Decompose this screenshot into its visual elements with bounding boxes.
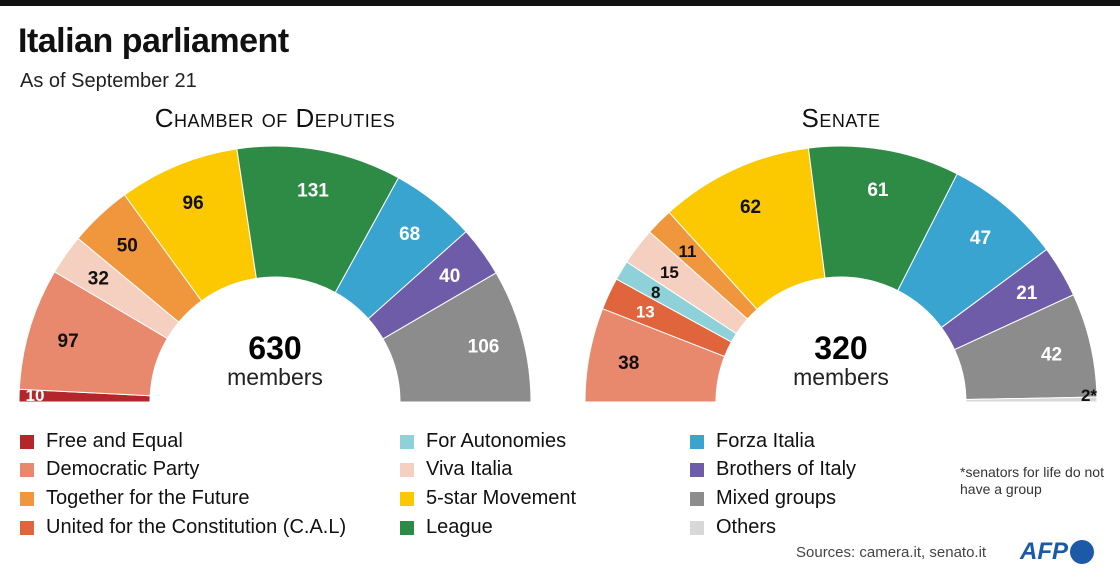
legend-swatch xyxy=(400,434,414,449)
legend-item-together: Together for the Future xyxy=(20,487,249,510)
legend-label: League xyxy=(426,516,493,538)
senate-label-cal: 13 xyxy=(636,303,655,322)
senate-label-together: 11 xyxy=(679,242,697,261)
legend-swatch xyxy=(20,520,34,535)
legend-label: Others xyxy=(716,516,777,538)
senate-label-mixed: 42 xyxy=(1041,345,1062,366)
legend-label: 5-star Movement xyxy=(426,487,577,509)
senate-label-democratic: 38 xyxy=(618,353,639,374)
legend-item-others: Others xyxy=(690,516,776,539)
legend-item-free_equal: Free and Equal xyxy=(20,430,183,453)
page-title: Italian parliament xyxy=(18,22,289,60)
chamber-label-league: 131 xyxy=(297,180,329,201)
chamber-label-democratic: 97 xyxy=(58,331,79,352)
legend-swatch xyxy=(20,491,34,506)
chamber-label-mixed: 106 xyxy=(468,337,500,358)
chamber-label-together: 50 xyxy=(117,235,138,256)
afp-logo: AFP xyxy=(1020,538,1094,566)
legend-label: United for the Constitution (C.A.L) xyxy=(46,516,347,538)
senate-slice-others xyxy=(965,396,1098,403)
legend-item-five_star: 5-star Movement xyxy=(400,487,576,510)
legend-item-cal: United for the Constitution (C.A.L) xyxy=(20,516,346,539)
legend-swatch xyxy=(690,462,704,477)
chamber-total: 630 xyxy=(248,330,301,366)
legend-swatch xyxy=(400,520,414,535)
chamber-label-forza: 68 xyxy=(399,224,420,245)
legend-label: Democratic Party xyxy=(46,458,200,480)
source: Sources: camera.it, senato.it xyxy=(796,544,987,561)
chamber-total-label: members xyxy=(227,364,323,390)
legend-item-autonomies: For Autonomies xyxy=(400,430,566,453)
legend-item-viva: Viva Italia xyxy=(400,458,512,481)
top-rule xyxy=(0,0,1120,6)
legend-swatch xyxy=(400,462,414,477)
senate-label-forza: 47 xyxy=(970,228,991,249)
senate-total: 320 xyxy=(814,330,867,366)
chamber-label-five_star: 96 xyxy=(183,193,204,214)
legend-item-mixed: Mixed groups xyxy=(690,487,836,510)
chamber-slice-mixed xyxy=(382,272,532,403)
chamber-label-brothers: 40 xyxy=(439,266,460,287)
legend-swatch xyxy=(690,520,704,535)
legend-item-democratic: Democratic Party xyxy=(20,458,199,481)
legend-item-forza: Forza Italia xyxy=(690,430,815,453)
legend-item-brothers: Brothers of Italy xyxy=(690,458,856,481)
senate-title: Senate xyxy=(801,103,881,133)
senate-total-label: members xyxy=(793,364,889,390)
legend-label: Together for the Future xyxy=(46,487,250,509)
legend-label: Viva Italia xyxy=(426,458,513,480)
legend-swatch xyxy=(400,491,414,506)
legend-label: Forza Italia xyxy=(716,430,815,452)
senate-label-autonomies: 8 xyxy=(651,283,660,302)
senate-label-five_star: 62 xyxy=(740,197,761,218)
senate-label-league: 61 xyxy=(867,180,889,201)
chamber-label-viva: 32 xyxy=(88,269,109,290)
legend-label: Free and Equal xyxy=(46,430,183,452)
footnote: *senators for life do not have a group xyxy=(960,464,1104,497)
legend-label: Brothers of Italy xyxy=(716,458,857,480)
senate-label-brothers: 21 xyxy=(1016,283,1038,304)
legend-swatch xyxy=(690,491,704,506)
senate-label-others: 2* xyxy=(1081,386,1097,405)
legend-swatch xyxy=(20,462,34,477)
legend-label: For Autonomies xyxy=(426,430,567,452)
legend-swatch xyxy=(20,434,34,449)
legend-label: Mixed groups xyxy=(716,487,837,509)
senate-label-viva: 15 xyxy=(660,263,679,282)
chamber-title: Chamber of Deputies xyxy=(154,103,396,133)
legend-item-league: League xyxy=(400,516,493,539)
legend-swatch xyxy=(690,434,704,449)
subtitle: As of September 21 xyxy=(20,70,197,92)
